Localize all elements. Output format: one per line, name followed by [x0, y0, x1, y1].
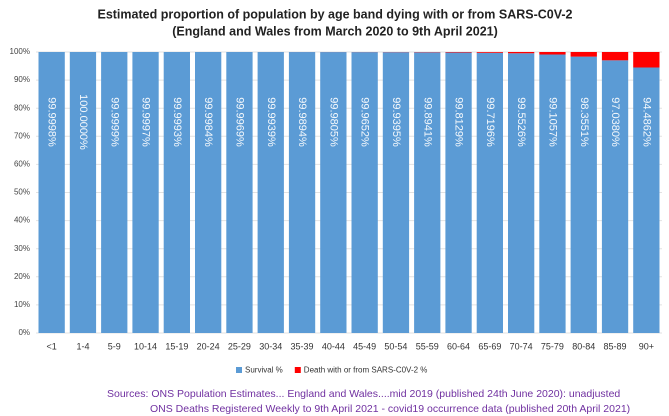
- x-tick-label: 45-49: [353, 341, 376, 351]
- data-label: 94.4862%: [640, 97, 652, 147]
- data-label: 99.1057%: [547, 97, 559, 147]
- data-label: 99.9984%: [202, 97, 214, 147]
- y-tick-label: 60%: [14, 160, 30, 169]
- x-tick-label: 1-4: [76, 341, 89, 351]
- x-tick-label: 70-74: [510, 341, 533, 351]
- data-label: 99.7196%: [484, 97, 496, 147]
- data-label: 99.9395%: [390, 97, 402, 147]
- bar-segment: [508, 52, 535, 54]
- bar-segment: [445, 52, 472, 53]
- bar-segment: [195, 52, 222, 334]
- data-label: 100.0000%: [77, 94, 89, 150]
- x-tick-label: 30-34: [259, 341, 282, 351]
- data-label: 99.9652%: [359, 97, 371, 147]
- data-label: 99.8941%: [421, 97, 433, 147]
- bar-segment: [539, 52, 566, 55]
- bar-segment: [101, 52, 128, 334]
- x-tick-label: 90+: [639, 341, 654, 351]
- x-tick-label: 10-14: [134, 341, 157, 351]
- x-tick-label: 35-39: [291, 341, 314, 351]
- x-tick-label: 40-44: [322, 341, 345, 351]
- bar-segment: [633, 67, 660, 333]
- data-label: 97.0380%: [609, 97, 621, 147]
- y-tick-label: 90%: [14, 75, 30, 84]
- chart-title: Estimated proportion of population by ag…: [97, 7, 572, 21]
- x-tick-label: 55-59: [416, 341, 439, 351]
- data-label: 99.9894%: [296, 97, 308, 147]
- y-tick-label: 100%: [10, 47, 30, 56]
- y-tick-label: 10%: [14, 300, 30, 309]
- bar-segment: [570, 52, 597, 57]
- bar-segment: [476, 52, 503, 333]
- y-tick-label: 0%: [18, 328, 30, 337]
- bar-segment: [320, 52, 347, 333]
- source-note: ONS Deaths Registered Weekly to 9th Apri…: [150, 403, 630, 415]
- chart-subtitle: (England and Wales from March 2020 to 9t…: [172, 24, 498, 38]
- data-label: 99.9939%: [265, 97, 277, 147]
- data-label: 99.8129%: [453, 97, 465, 147]
- bar-segment: [414, 52, 441, 334]
- bar-segment: [351, 52, 378, 334]
- bar-segment: [633, 52, 660, 68]
- x-tick-label: 50-54: [384, 341, 407, 351]
- data-label: 99.9805%: [327, 97, 339, 147]
- bar-segment: [288, 52, 316, 333]
- x-tick-label: 20-24: [197, 341, 220, 351]
- x-tick-label: <1: [47, 341, 57, 351]
- y-tick-label: 80%: [14, 103, 30, 112]
- bar-segment: [601, 52, 629, 61]
- bar-segment: [38, 52, 65, 334]
- bar-segment: [476, 52, 503, 53]
- bar-segment: [570, 56, 597, 334]
- bar-segment: [132, 52, 159, 333]
- bar-segment: [69, 52, 97, 333]
- legend-swatch: [236, 367, 242, 373]
- x-tick-label: 60-64: [447, 341, 470, 351]
- bar-segment: [539, 54, 566, 334]
- bar-segment: [508, 53, 535, 333]
- y-tick-label: 30%: [14, 244, 30, 253]
- bar-segment: [601, 60, 629, 334]
- x-tick-label: 5-9: [108, 341, 121, 351]
- y-tick-label: 70%: [14, 131, 30, 140]
- legend-swatch: [294, 367, 301, 373]
- bar-segment: [257, 52, 284, 333]
- bar-segment: [445, 52, 472, 333]
- x-tick-label: 80-84: [572, 341, 595, 351]
- legend-label: Death with or from SARS-C0V-2 %: [304, 366, 428, 375]
- y-tick-label: 20%: [14, 272, 30, 281]
- x-tick-label: 75-79: [541, 341, 564, 351]
- data-label: 99.9999%: [108, 97, 120, 147]
- data-label: 99.9993%: [171, 97, 183, 147]
- legend-label: Survival %: [245, 366, 283, 375]
- data-label: 99.9997%: [140, 97, 152, 147]
- y-tick-label: 50%: [14, 188, 30, 197]
- x-tick-label: 15-19: [165, 341, 188, 351]
- bar-segment: [382, 52, 410, 333]
- x-tick-label: 85-89: [604, 341, 627, 351]
- y-tick-label: 40%: [14, 216, 30, 225]
- data-label: 99.9998%: [46, 97, 58, 147]
- x-tick-label: 65-69: [478, 341, 501, 351]
- data-label: 99.5526%: [515, 97, 527, 147]
- data-label: 98.3551%: [578, 97, 590, 147]
- x-tick-label: 25-29: [228, 341, 251, 351]
- data-label: 99.9969%: [234, 97, 246, 147]
- bar-segment: [163, 52, 190, 334]
- bar-segment: [226, 52, 253, 333]
- source-note: Sources: ONS Population Estimates... Eng…: [107, 388, 620, 400]
